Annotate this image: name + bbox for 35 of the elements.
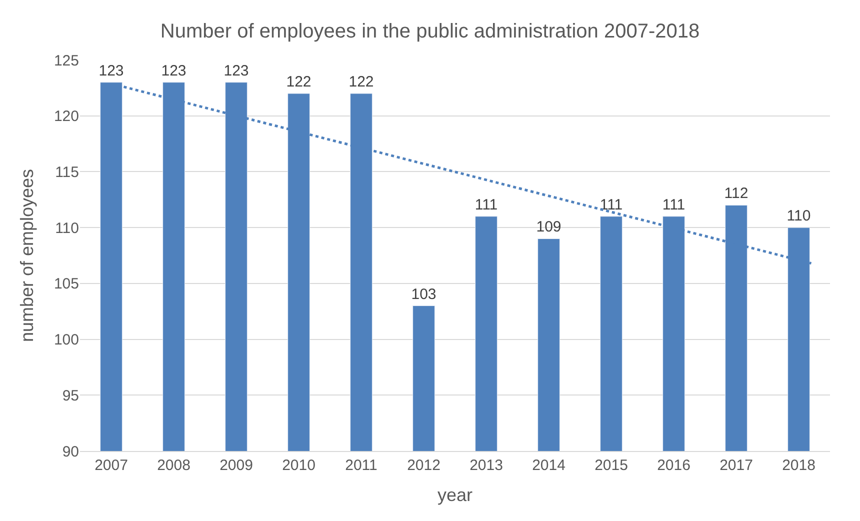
x-tick-label: 2008 — [157, 457, 190, 474]
data-label: 111 — [600, 196, 623, 214]
y-tick-label: 105 — [54, 276, 79, 293]
data-label: 103 — [411, 286, 436, 303]
x-tick-label: 2017 — [720, 457, 753, 474]
data-label: 123 — [98, 62, 124, 80]
x-tick-label: 2011 — [345, 457, 378, 474]
x-tick-label: 2016 — [657, 457, 690, 474]
data-label: 122 — [348, 74, 374, 91]
data-label: 123 — [161, 62, 186, 80]
y-tick-label: 95 — [62, 387, 79, 404]
y-axis-title: number of employees — [17, 168, 38, 342]
x-tick-label: 2009 — [220, 457, 253, 474]
x-tick-label: 2007 — [94, 457, 128, 474]
data-label: 123 — [224, 62, 249, 80]
data-label: 111 — [662, 196, 686, 214]
y-tick-label: 110 — [55, 220, 79, 237]
x-tick-label: 2010 — [282, 457, 316, 474]
data-label: 111 — [474, 196, 498, 214]
data-label: 122 — [286, 74, 312, 91]
data-label: 110 — [786, 208, 811, 225]
y-tick-label: 90 — [62, 443, 79, 460]
y-tick-label: 120 — [54, 108, 79, 126]
y-tick-label: 125 — [54, 52, 79, 70]
y-tick-label: 100 — [54, 332, 79, 349]
x-tick-label: 2015 — [594, 457, 628, 474]
y-tick-label: 115 — [55, 164, 79, 181]
x-tick-label: 2018 — [782, 457, 816, 474]
chart-title: Number of employees in the public administration 2007-2018 — [160, 20, 700, 42]
x-tick-label: 2014 — [532, 457, 566, 474]
data-label: 109 — [536, 218, 562, 236]
x-tick-label: 2012 — [407, 457, 440, 474]
x-axis-title: year — [437, 485, 473, 506]
x-tick-label: 2013 — [470, 457, 503, 474]
data-label: 112 — [724, 185, 748, 202]
